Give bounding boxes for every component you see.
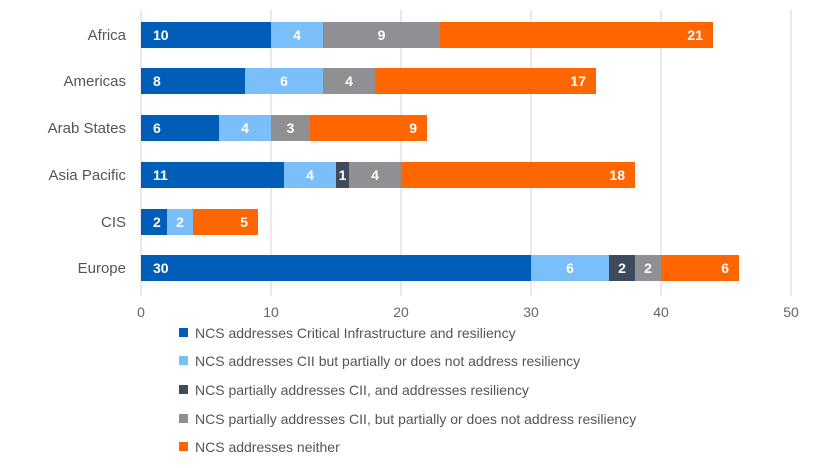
legend-label: NCS partially addresses CII, but partial… (195, 411, 636, 427)
legend-swatch (179, 385, 188, 394)
data-label: 4 (371, 167, 379, 183)
bar-segment (401, 162, 635, 188)
bar-segment (310, 115, 427, 141)
data-label: 2 (153, 214, 161, 230)
data-label: 6 (721, 260, 729, 276)
legend-swatch (179, 442, 188, 451)
x-tick-label: 10 (263, 304, 279, 320)
bar-segment (323, 68, 375, 94)
bar-segment (219, 115, 271, 141)
legend-label: NCS addresses neither (195, 439, 340, 455)
x-tick-label: 20 (393, 304, 409, 320)
data-label: 4 (345, 73, 353, 89)
data-label: 9 (409, 120, 417, 136)
category-label: CIS (101, 214, 126, 231)
category-label: Africa (88, 27, 127, 44)
bar-segment (141, 22, 271, 48)
legend-swatch (179, 356, 188, 365)
x-tick-label: 50 (783, 304, 799, 320)
bar-segment (375, 68, 596, 94)
legend-swatch (179, 414, 188, 423)
data-label: 17 (570, 73, 586, 89)
legend-label: NCS addresses CII but partially or does … (195, 353, 580, 369)
legend-label: NCS addresses Critical Infrastructure an… (195, 325, 516, 341)
bar-segment (193, 209, 258, 235)
bar-segment (440, 22, 713, 48)
data-label: 11 (153, 167, 168, 183)
bar-segment (141, 68, 245, 94)
bar-segment (284, 162, 336, 188)
bar-segment (141, 162, 284, 188)
category-label: Europe (78, 260, 126, 277)
category-label: Arab States (48, 120, 126, 137)
x-tick-label: 0 (137, 304, 145, 320)
bar-segment (609, 255, 635, 281)
data-label: 2 (644, 260, 652, 276)
data-label: 4 (293, 27, 301, 43)
bar-segment (635, 255, 661, 281)
data-label: 10 (153, 27, 169, 43)
data-label: 18 (609, 167, 625, 183)
data-label: 6 (280, 73, 288, 89)
legend-label: NCS partially addresses CII, and address… (195, 382, 529, 398)
bar-segment (141, 115, 219, 141)
category-label: Americas (63, 73, 126, 90)
data-label: 9 (378, 27, 386, 43)
legend-swatch (179, 328, 188, 337)
data-label: 8 (153, 73, 161, 89)
bar-segment (245, 68, 323, 94)
data-label: 1 (339, 167, 347, 183)
data-label: 5 (240, 214, 248, 230)
data-label: 21 (687, 27, 703, 43)
bar-segment (336, 162, 349, 188)
data-label: 6 (566, 260, 574, 276)
bar-segment (141, 209, 167, 235)
data-label: 6 (153, 120, 161, 136)
data-label: 2 (618, 260, 626, 276)
x-tick-label: 30 (523, 304, 539, 320)
bar-segment (271, 115, 310, 141)
data-label: 30 (153, 260, 169, 276)
bar-segment (271, 22, 323, 48)
x-tick-label: 40 (653, 304, 669, 320)
bar-segment (349, 162, 401, 188)
bar-segment (323, 22, 440, 48)
data-label: 4 (306, 167, 314, 183)
bar-segment (531, 255, 609, 281)
bar-segment (141, 255, 531, 281)
category-label: Asia Pacific (48, 167, 126, 184)
data-label: 4 (241, 120, 249, 136)
bar-segment (167, 209, 193, 235)
data-label: 2 (176, 214, 184, 230)
bar-segment (661, 255, 739, 281)
data-label: 3 (287, 120, 295, 136)
